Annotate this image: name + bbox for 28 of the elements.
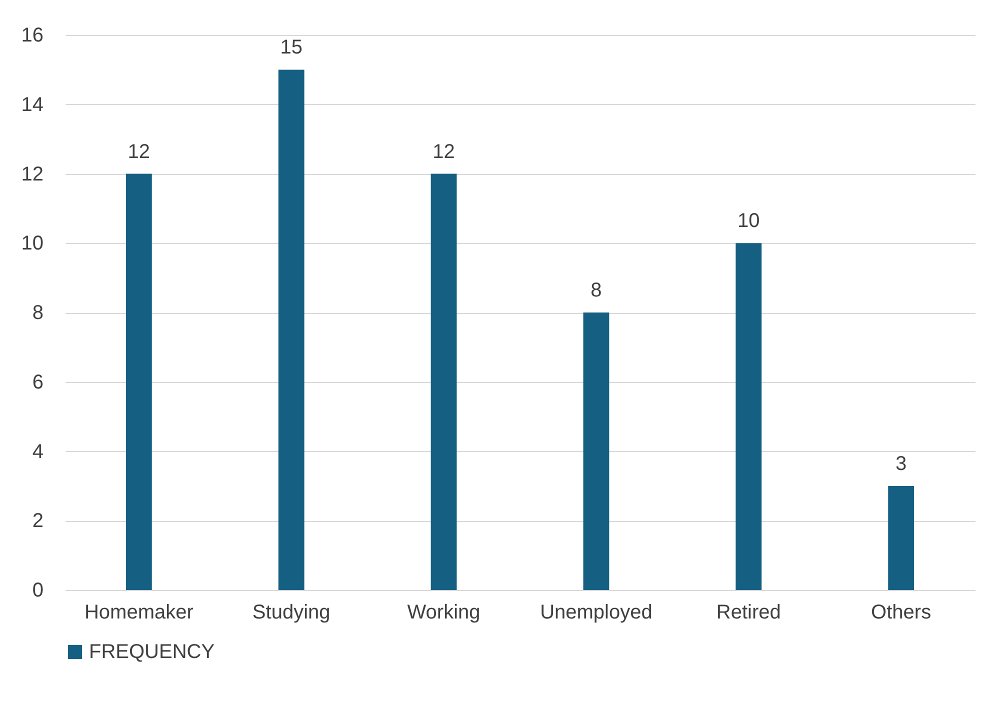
x-tick-label: Studying xyxy=(252,602,330,624)
data-label: 12 xyxy=(128,140,150,163)
y-tick-label: 8 xyxy=(32,302,44,324)
y-tick-label: 10 xyxy=(21,232,44,255)
y-tick-label: 12 xyxy=(21,163,44,186)
bar xyxy=(583,312,610,590)
x-tick-label: Retired xyxy=(716,602,781,624)
x-tick-label: Homemaker xyxy=(84,602,194,624)
bar xyxy=(888,486,914,590)
legend-label: FREQUENCY xyxy=(89,641,215,663)
data-label: 8 xyxy=(590,280,602,302)
data-label: 15 xyxy=(280,36,302,59)
y-tick-label: 16 xyxy=(21,24,44,46)
data-label: 3 xyxy=(896,452,907,475)
x-tick-label: Working xyxy=(407,602,480,624)
y-tick-label: 6 xyxy=(32,371,44,394)
y-tick-label: 2 xyxy=(32,510,44,532)
data-label: 10 xyxy=(738,210,760,232)
y-tick-label: 14 xyxy=(21,94,44,116)
y-tick-label: 4 xyxy=(32,440,44,463)
x-tick-label: Others xyxy=(871,602,932,624)
y-tick-label: 0 xyxy=(32,580,44,602)
bar xyxy=(736,243,762,590)
data-label: 12 xyxy=(432,140,455,163)
bar xyxy=(278,70,304,590)
bar xyxy=(126,174,152,590)
bar xyxy=(430,174,457,590)
x-tick-label: Unemployed xyxy=(540,602,652,624)
